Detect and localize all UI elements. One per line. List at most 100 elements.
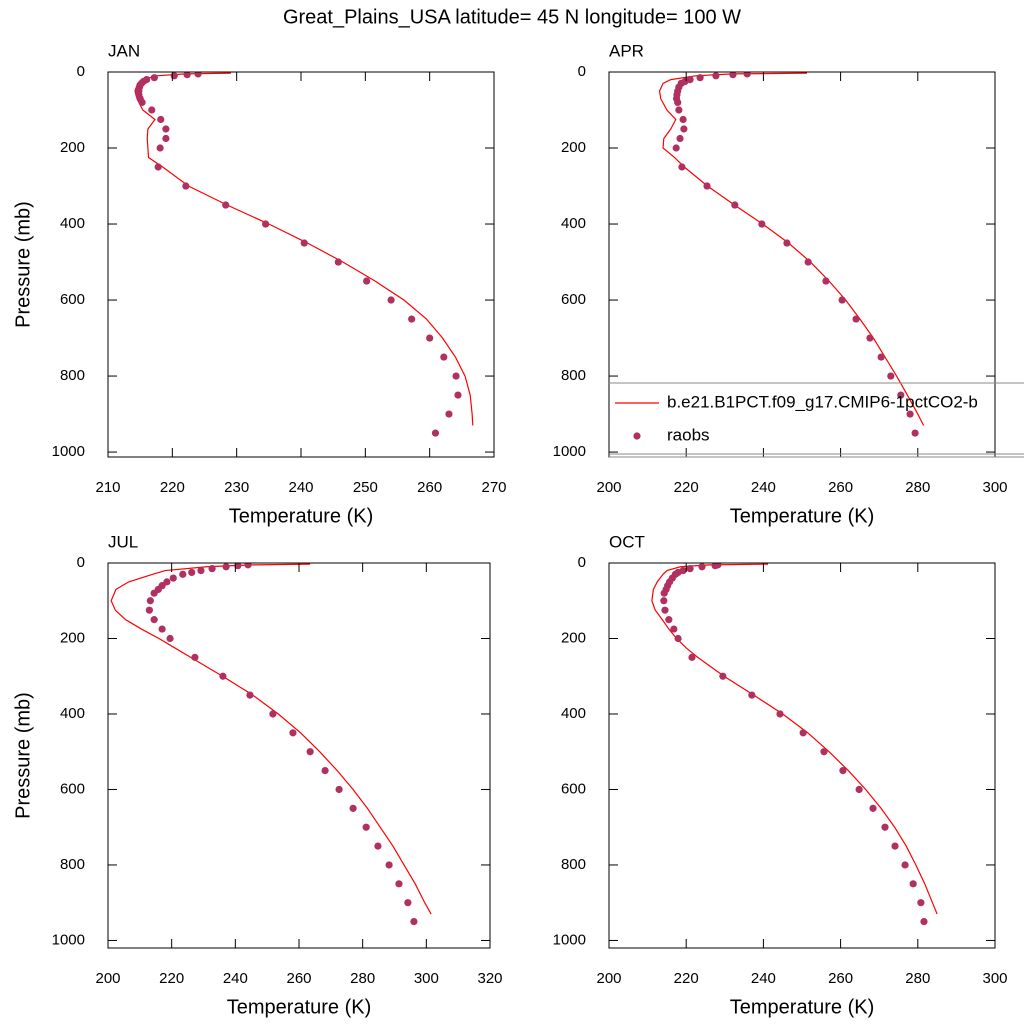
obs-point [897, 391, 905, 399]
plot-area [651, 563, 938, 926]
obs-point [269, 710, 277, 718]
obs-point [869, 804, 877, 812]
plot-area [110, 563, 432, 926]
obs-point [712, 72, 720, 80]
plot-area [658, 72, 925, 437]
plot-area [134, 72, 474, 437]
obs-point [820, 748, 828, 756]
y-tick-label: 200 [561, 139, 586, 156]
y-tick-label: 0 [578, 554, 586, 571]
obs-point [374, 842, 382, 850]
obs-point [678, 163, 686, 171]
obs-point [154, 163, 162, 171]
x-tick-label: 260 [286, 970, 311, 987]
y-axis-label: Pressure (mb) [12, 692, 34, 819]
x-tick-label: 230 [224, 479, 249, 496]
y-tick-label: 200 [60, 629, 85, 646]
obs-point [440, 353, 448, 361]
x-tick-label: 300 [414, 970, 439, 987]
obs-point [917, 899, 925, 907]
legend-marker [633, 432, 641, 440]
panel-title: JAN [108, 41, 140, 60]
obs-point [852, 315, 860, 323]
x-axis-label: Temperature (K) [229, 505, 374, 527]
obs-point [672, 144, 680, 152]
y-tick-label: 800 [60, 367, 85, 384]
obs-point [179, 570, 187, 578]
panel-title: OCT [609, 532, 645, 551]
obs-point [150, 616, 158, 624]
y-tick-label: 600 [561, 291, 586, 308]
x-tick-label: 240 [223, 970, 248, 987]
obs-point [920, 917, 928, 926]
obs-point [698, 563, 706, 571]
obs-point [674, 98, 682, 107]
y-tick-label: 600 [561, 780, 586, 797]
obs-point [674, 634, 682, 643]
y-tick-label: 400 [561, 705, 586, 722]
figure-title: Great_Plains_USA latitude= 45 N longitud… [283, 6, 741, 28]
obs-point [262, 220, 270, 228]
x-tick-label: 240 [751, 479, 776, 496]
model-line [134, 72, 474, 426]
plot-frame [608, 562, 996, 949]
y-tick-label: 0 [77, 63, 85, 80]
obs-point [169, 574, 177, 582]
x-tick-label: 300 [982, 479, 1007, 496]
y-tick-label: 800 [60, 856, 85, 873]
obs-point [387, 296, 395, 304]
y-tick-label: 0 [77, 554, 85, 571]
obs-point [670, 625, 678, 633]
obs-point [321, 766, 329, 775]
obs-point [158, 625, 166, 633]
obs-point [445, 410, 453, 418]
obs-point [362, 823, 370, 831]
x-tick-label: 250 [353, 479, 378, 496]
obs-point [426, 334, 434, 342]
obs-point [680, 125, 688, 133]
y-tick-label: 0 [578, 63, 586, 80]
obs-point [246, 691, 254, 699]
obs-point [150, 589, 158, 597]
obs-point [148, 106, 156, 114]
obs-point [335, 785, 343, 794]
obs-point [901, 861, 909, 869]
obs-point [675, 106, 683, 114]
y-tick-label: 400 [60, 705, 85, 722]
x-tick-label: 320 [477, 970, 502, 987]
y-tick-label: 1000 [553, 443, 586, 460]
obs-point [711, 563, 719, 570]
model-line [658, 72, 925, 426]
x-axis-label: Temperature (K) [730, 505, 875, 527]
x-tick-label: 260 [417, 479, 442, 496]
x-tick-label: 260 [828, 970, 853, 987]
x-tick-label: 220 [160, 479, 185, 496]
obs-point [162, 125, 170, 133]
x-tick-label: 300 [982, 970, 1007, 987]
obs-point [703, 182, 711, 190]
obs-point [162, 134, 170, 143]
obs-point [385, 861, 393, 869]
y-tick-label: 200 [561, 629, 586, 646]
obs-point [183, 72, 191, 79]
obs-point [676, 134, 684, 143]
obs-point [404, 899, 412, 907]
y-tick-label: 800 [561, 367, 586, 384]
obs-point [758, 220, 766, 228]
obs-point [696, 74, 704, 82]
obs-point [729, 72, 737, 79]
obs-point [244, 563, 252, 569]
y-tick-label: 400 [561, 215, 586, 232]
obs-point [909, 880, 917, 888]
obs-point [166, 634, 174, 643]
y-tick-label: 600 [60, 291, 85, 308]
obs-point [891, 842, 899, 850]
obs-point [208, 565, 216, 573]
obs-point [822, 277, 830, 285]
x-axis-label: Temperature (K) [730, 996, 875, 1018]
y-tick-label: 800 [561, 856, 586, 873]
obs-point [911, 429, 919, 437]
obs-point [660, 589, 668, 597]
obs-point [839, 766, 847, 775]
model-line [651, 563, 938, 915]
